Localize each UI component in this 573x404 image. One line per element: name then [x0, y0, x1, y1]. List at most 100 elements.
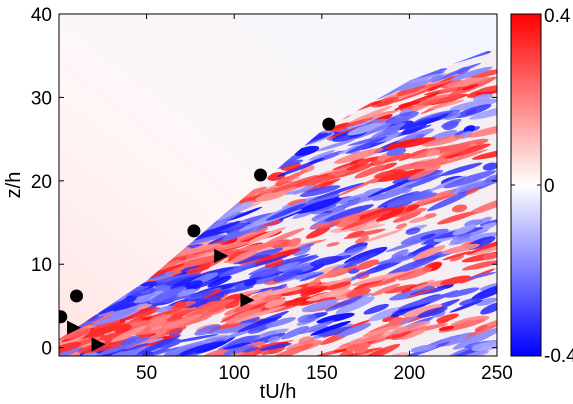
y-axis-label: z/h: [3, 172, 25, 199]
field-streak: [84, 322, 119, 337]
field-streak: [226, 335, 257, 348]
y-axis: 0 10 20 30 40: [31, 5, 497, 360]
field-streak: [271, 175, 318, 193]
field-streak: [406, 188, 458, 209]
field-streak: [310, 255, 343, 267]
field-streak: [206, 211, 244, 225]
field-streak: [301, 178, 341, 193]
field-streak: [198, 241, 250, 253]
x-tick-label: 200: [394, 363, 426, 384]
field-streak: [326, 194, 379, 212]
field-streak: [466, 196, 497, 216]
field-streak: [316, 312, 355, 324]
field-streak: [133, 290, 165, 304]
field-streak: [374, 252, 426, 265]
field-streak: [316, 296, 337, 303]
field-streak: [339, 350, 354, 357]
field-streak: [306, 289, 351, 302]
field-streak: [233, 247, 284, 265]
field-streak: [244, 279, 257, 287]
field-streak: [260, 267, 280, 278]
field-streak: [80, 351, 98, 357]
field-streak: [382, 125, 401, 135]
field-streak: [470, 284, 497, 301]
field-streak: [417, 306, 448, 318]
field-streak: [398, 190, 420, 201]
field-streak: [459, 297, 481, 306]
field-streak: [114, 323, 132, 333]
field-streak: [397, 73, 448, 84]
field-streak: [99, 336, 151, 356]
field-streak: [397, 174, 444, 192]
field-streak: [451, 204, 468, 213]
field-streak: [305, 187, 323, 193]
field-streak: [362, 229, 404, 243]
field-streak: [255, 190, 288, 202]
field-streak: [397, 267, 433, 281]
field-streak: [436, 211, 476, 225]
field-streak: [331, 191, 375, 205]
field-streak: [345, 136, 387, 154]
triangle-marker: [67, 320, 82, 335]
field-streak: [186, 267, 205, 275]
field-streak: [441, 243, 480, 255]
field-streak: [454, 104, 492, 119]
field-streak: [228, 248, 260, 264]
field-streak: [335, 296, 375, 315]
field-streak: [97, 293, 146, 315]
field-streak: [202, 334, 231, 344]
field-streak: [174, 301, 187, 309]
colorbar-tick-label: 0: [544, 176, 555, 197]
field-streak: [188, 220, 242, 242]
field-streak: [324, 281, 352, 291]
field-streak: [141, 351, 154, 357]
field-streak: [299, 285, 328, 296]
circle-marker: [322, 117, 336, 131]
field-streak: [137, 332, 157, 339]
field-streak: [342, 253, 377, 269]
field-streak: [318, 326, 354, 337]
field-streak: [464, 187, 479, 195]
field-streak: [402, 329, 427, 339]
field-streak: [472, 93, 493, 102]
field-streak: [227, 206, 263, 222]
x-tick-label: 250: [481, 363, 513, 384]
field-streak: [368, 307, 403, 322]
field-streak: [439, 162, 483, 177]
field-streak: [428, 175, 467, 192]
field-streak: [233, 305, 253, 313]
field-streak: [421, 79, 454, 90]
field-streak: [301, 299, 339, 311]
field-streak: [264, 258, 284, 269]
field-streak: [173, 255, 220, 269]
field-streak: [75, 315, 104, 329]
field-streak: [316, 139, 356, 152]
field-streak: [443, 143, 491, 159]
field-streak: [426, 99, 465, 110]
field-streak: [407, 165, 441, 181]
field-streak: [477, 84, 497, 93]
field-streak: [340, 209, 393, 231]
field-streak: [207, 276, 232, 288]
field-streak: [295, 175, 336, 187]
field-streak: [337, 323, 372, 337]
field-streak: [466, 236, 497, 255]
field-streak: [268, 336, 281, 343]
field-streak: [234, 305, 286, 323]
field-streak: [247, 322, 272, 334]
field-streak: [383, 152, 410, 163]
circle-marker: [187, 224, 201, 238]
field-streak: [384, 137, 436, 150]
triangle-marker: [240, 293, 255, 308]
field-streak: [174, 288, 197, 297]
field-streak: [90, 310, 135, 327]
field-streak: [308, 325, 328, 333]
field-streak: [361, 343, 401, 357]
field-streak: [355, 235, 370, 244]
field-streak: [452, 224, 477, 236]
field-streak: [469, 105, 497, 120]
colorbar: -0.4 0 0.4: [510, 6, 573, 367]
field-streak: [179, 341, 227, 356]
field-streak: [261, 348, 280, 356]
field-streak: [292, 184, 317, 195]
